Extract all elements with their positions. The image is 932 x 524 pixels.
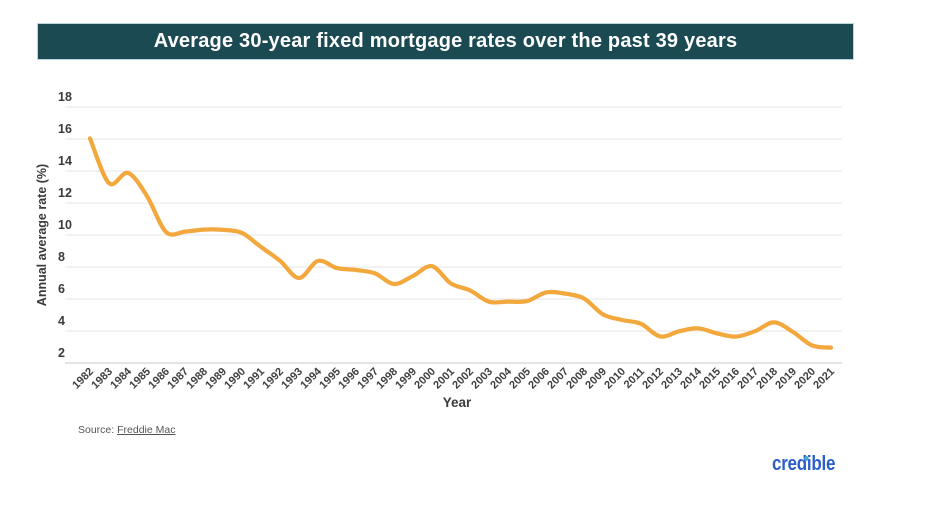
y-tick-label: 12	[58, 186, 72, 200]
y-tick-label: 6	[58, 282, 65, 296]
x-tick-label: 1987	[165, 366, 191, 392]
x-tick-label: 1998	[374, 366, 400, 392]
x-tick-label: 1995	[317, 366, 343, 392]
x-tick-label: 2020	[792, 366, 818, 392]
page-title: Average 30-year fixed mortgage rates ove…	[153, 30, 738, 52]
x-tick-label: 2012	[640, 366, 666, 392]
title-bar: Average 30-year fixed mortgage rates ove…	[37, 23, 854, 60]
x-tick-label: 1989	[203, 366, 229, 392]
x-tick-label: 2009	[583, 366, 609, 392]
x-tick-label: 2018	[754, 366, 780, 392]
x-tick-label: 1991	[241, 366, 267, 392]
x-tick-label: 2010	[602, 366, 628, 392]
y-tick-label: 4	[58, 314, 65, 328]
x-tick-label: 2008	[564, 366, 590, 392]
x-tick-label: 1992	[260, 366, 286, 392]
x-tick-label: 2016	[716, 366, 742, 392]
x-axis-title: Year	[443, 395, 472, 410]
x-tick-label: 2000	[412, 366, 438, 392]
y-tick-label: 18	[58, 90, 72, 104]
x-tick-label: 2003	[469, 366, 495, 392]
y-tick-label: 2	[58, 346, 65, 360]
x-tick-label: 1986	[146, 366, 172, 392]
y-tick-label: 16	[58, 122, 72, 136]
x-tick-label: 2017	[735, 366, 761, 392]
x-tick-label: 2002	[450, 366, 476, 392]
x-tick-label: 1993	[279, 366, 305, 392]
y-tick-labels-group: 18 16 14 12 10 8 6 4 2	[58, 90, 72, 360]
x-tick-labels-group: 1982198319841985198619871988198919901991…	[70, 365, 837, 391]
credible-logo-text: credible	[772, 453, 836, 475]
mortgage-rate-line	[87, 136, 834, 350]
x-tick-label: 1988	[184, 366, 210, 392]
x-tick-label: 2021	[811, 366, 837, 392]
x-tick-label: 1990	[222, 366, 248, 392]
credible-logo: credible	[772, 453, 835, 475]
x-tick-label: 2005	[507, 366, 533, 392]
x-tick-label: 1999	[393, 366, 419, 392]
x-tick-label: 2001	[431, 366, 457, 392]
x-tick-label: 2019	[773, 366, 799, 392]
y-tick-label: 10	[58, 218, 72, 232]
x-tick-label: 1985	[127, 366, 153, 392]
logo-i-dot	[804, 456, 809, 461]
x-tick-label: 1982	[70, 366, 96, 392]
series-group	[87, 136, 834, 350]
x-tick-label: 2006	[526, 366, 552, 392]
y-tick-label: 8	[58, 250, 65, 264]
x-tick-label: 1983	[89, 366, 115, 392]
x-tick-label: 2013	[659, 366, 685, 392]
x-tick-label: 1997	[355, 366, 381, 392]
x-tick-label: 1996	[336, 366, 362, 392]
gridlines-group	[65, 106, 842, 364]
source-prefix: Source:	[78, 424, 118, 436]
y-axis-title: Annual average rate (%)	[35, 164, 49, 306]
x-tick-label: 2015	[697, 366, 723, 392]
source-line: Source: Freddie Mac	[78, 424, 175, 436]
x-tick-label: 2007	[545, 366, 571, 392]
y-tick-label: 14	[58, 154, 72, 168]
freddie-mac-link[interactable]: Freddie Mac	[117, 424, 176, 436]
